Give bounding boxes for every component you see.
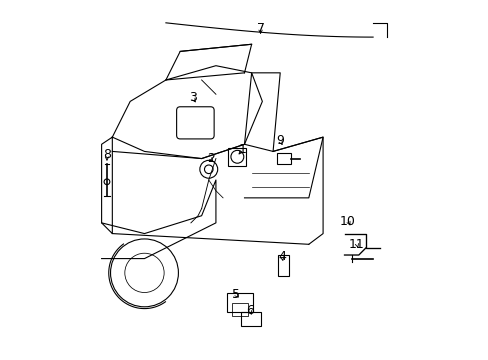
Text: 1: 1 [238,143,246,156]
Text: 8: 8 [103,148,111,162]
Text: 7: 7 [256,22,264,35]
Bar [226,293,253,312]
Bar [276,153,290,164]
Bar [231,303,247,316]
Bar [228,148,246,166]
Text: 10: 10 [340,215,355,228]
Bar [241,312,260,327]
Bar [278,255,288,276]
Text: 6: 6 [245,304,253,317]
Text: 9: 9 [276,134,284,147]
Text: 11: 11 [348,238,364,251]
Text: 2: 2 [206,152,214,165]
Text: 4: 4 [278,250,285,263]
Text: 3: 3 [188,91,196,104]
Text: 5: 5 [231,288,239,301]
